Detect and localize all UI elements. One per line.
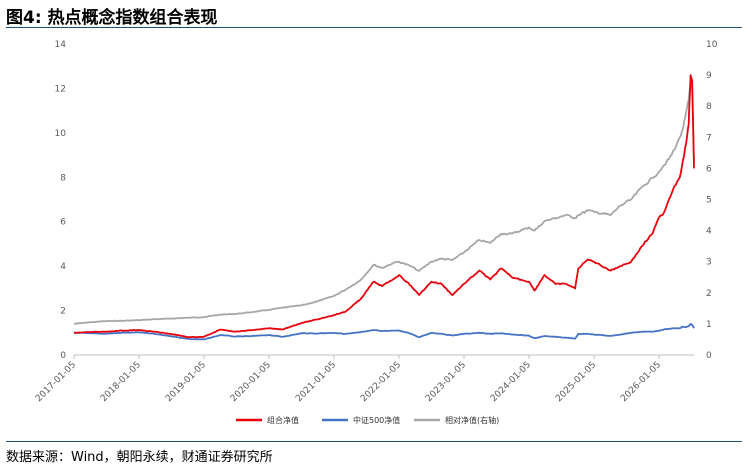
y-right-tick-label: 3 xyxy=(706,258,712,268)
title-rule xyxy=(6,27,742,28)
legend-label-1: 中证500净值 xyxy=(353,415,400,425)
y-left-tick-label: 2 xyxy=(60,307,66,317)
y-left-tick-label: 14 xyxy=(55,40,67,50)
x-tick-label: 2025-01-05 xyxy=(554,360,598,404)
series-line-1 xyxy=(74,323,695,341)
x-tick-label: 2017-01-05 xyxy=(34,360,78,404)
x-tick-label: 2018-01-05 xyxy=(99,360,143,404)
y-left-tick-label: 4 xyxy=(60,262,66,272)
y-left-tick-label: 0 xyxy=(60,351,66,361)
legend-label-2: 相对净值(右轴) xyxy=(445,415,499,425)
series-line-0 xyxy=(73,74,695,339)
series-line-2 xyxy=(73,80,695,325)
series-group xyxy=(73,74,695,341)
y-left-tick-label: 10 xyxy=(55,129,67,139)
y-right-tick-label: 0 xyxy=(706,351,712,361)
y-right-tick-label: 4 xyxy=(706,227,712,237)
y-right-tick-label: 9 xyxy=(706,71,712,81)
y-right-tick-label: 2 xyxy=(706,289,712,299)
y-right-tick-label: 5 xyxy=(706,196,712,206)
x-tick-label: 2020-01-05 xyxy=(229,360,273,404)
legend-label-0: 组合净值 xyxy=(267,415,299,425)
y-right-tick-label: 6 xyxy=(706,164,712,174)
x-tick-label: 2019-01-05 xyxy=(164,360,208,404)
legend: 组合净值 中证500净值 相对净值(右轴) xyxy=(236,415,499,425)
y-right-tick-label: 8 xyxy=(706,102,712,112)
source-note: 数据来源：Wind，朝阳永续，财通证券研究所 xyxy=(6,450,273,465)
figure-title: 图4: 热点概念指数组合表现 xyxy=(6,8,218,28)
y-right-tick-label: 10 xyxy=(706,40,718,50)
y-right-tick-label: 1 xyxy=(706,320,712,330)
x-tick-label: 2024-01-05 xyxy=(489,360,533,404)
y-left-tick-label: 6 xyxy=(60,218,66,228)
y-right-tick-label: 7 xyxy=(706,133,712,143)
x-tick-label: 2021-01-05 xyxy=(294,360,338,404)
source-rule xyxy=(6,441,742,442)
x-tick-label: 2022-01-05 xyxy=(359,360,403,404)
y-left-tick-label: 12 xyxy=(55,84,66,94)
x-tick-label: 2026-01-05 xyxy=(619,360,663,404)
x-tick-label: 2023-01-05 xyxy=(424,360,468,404)
y-left-tick-label: 8 xyxy=(60,173,66,183)
